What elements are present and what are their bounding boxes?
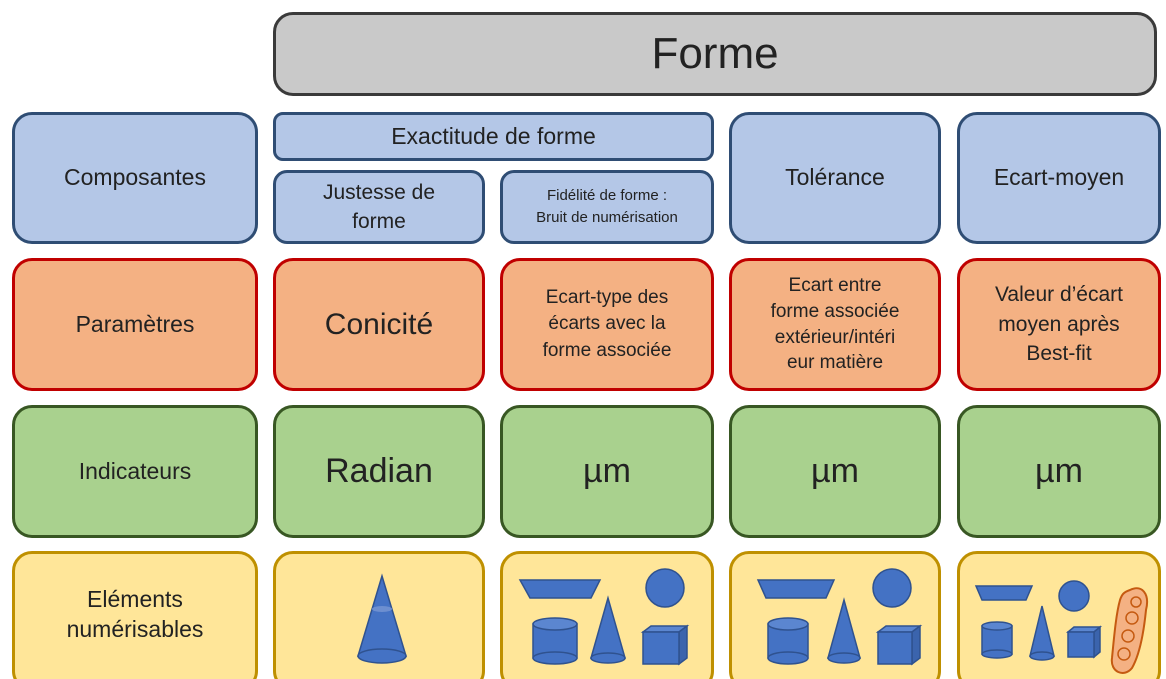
element-cell (500, 551, 714, 679)
parameter: Ecart-type des écarts avec la forme asso… (500, 258, 714, 391)
shapes-icon (518, 568, 690, 666)
parameter: Conicité (273, 258, 485, 391)
indicator: µm (500, 405, 714, 538)
component: Exactitude de forme (273, 112, 714, 161)
shapes-icon (974, 580, 1148, 674)
indicator: µm (957, 405, 1161, 538)
title: Forme (273, 12, 1157, 96)
element-cell (273, 551, 485, 679)
row-label: Eléments numérisables (12, 551, 258, 679)
parameter: Ecart entre forme associée extérieur/int… (729, 258, 941, 391)
shapes-icon (756, 568, 923, 666)
row-label: Indicateurs (12, 405, 258, 538)
row-label: Composantes (12, 112, 258, 244)
row-label: Paramètres (12, 258, 258, 391)
element-cell (729, 551, 941, 679)
component: Justesse de forme (273, 170, 485, 244)
cone-icon (356, 573, 408, 664)
component: Tolérance (729, 112, 941, 244)
indicator: µm (729, 405, 941, 538)
parameter: Valeur d’écart moyen après Best-fit (957, 258, 1161, 391)
indicator: Radian (273, 405, 485, 538)
element-cell (957, 551, 1161, 679)
component: Fidélité de forme : Bruit de numérisatio… (500, 170, 714, 244)
component: Ecart-moyen (957, 112, 1161, 244)
